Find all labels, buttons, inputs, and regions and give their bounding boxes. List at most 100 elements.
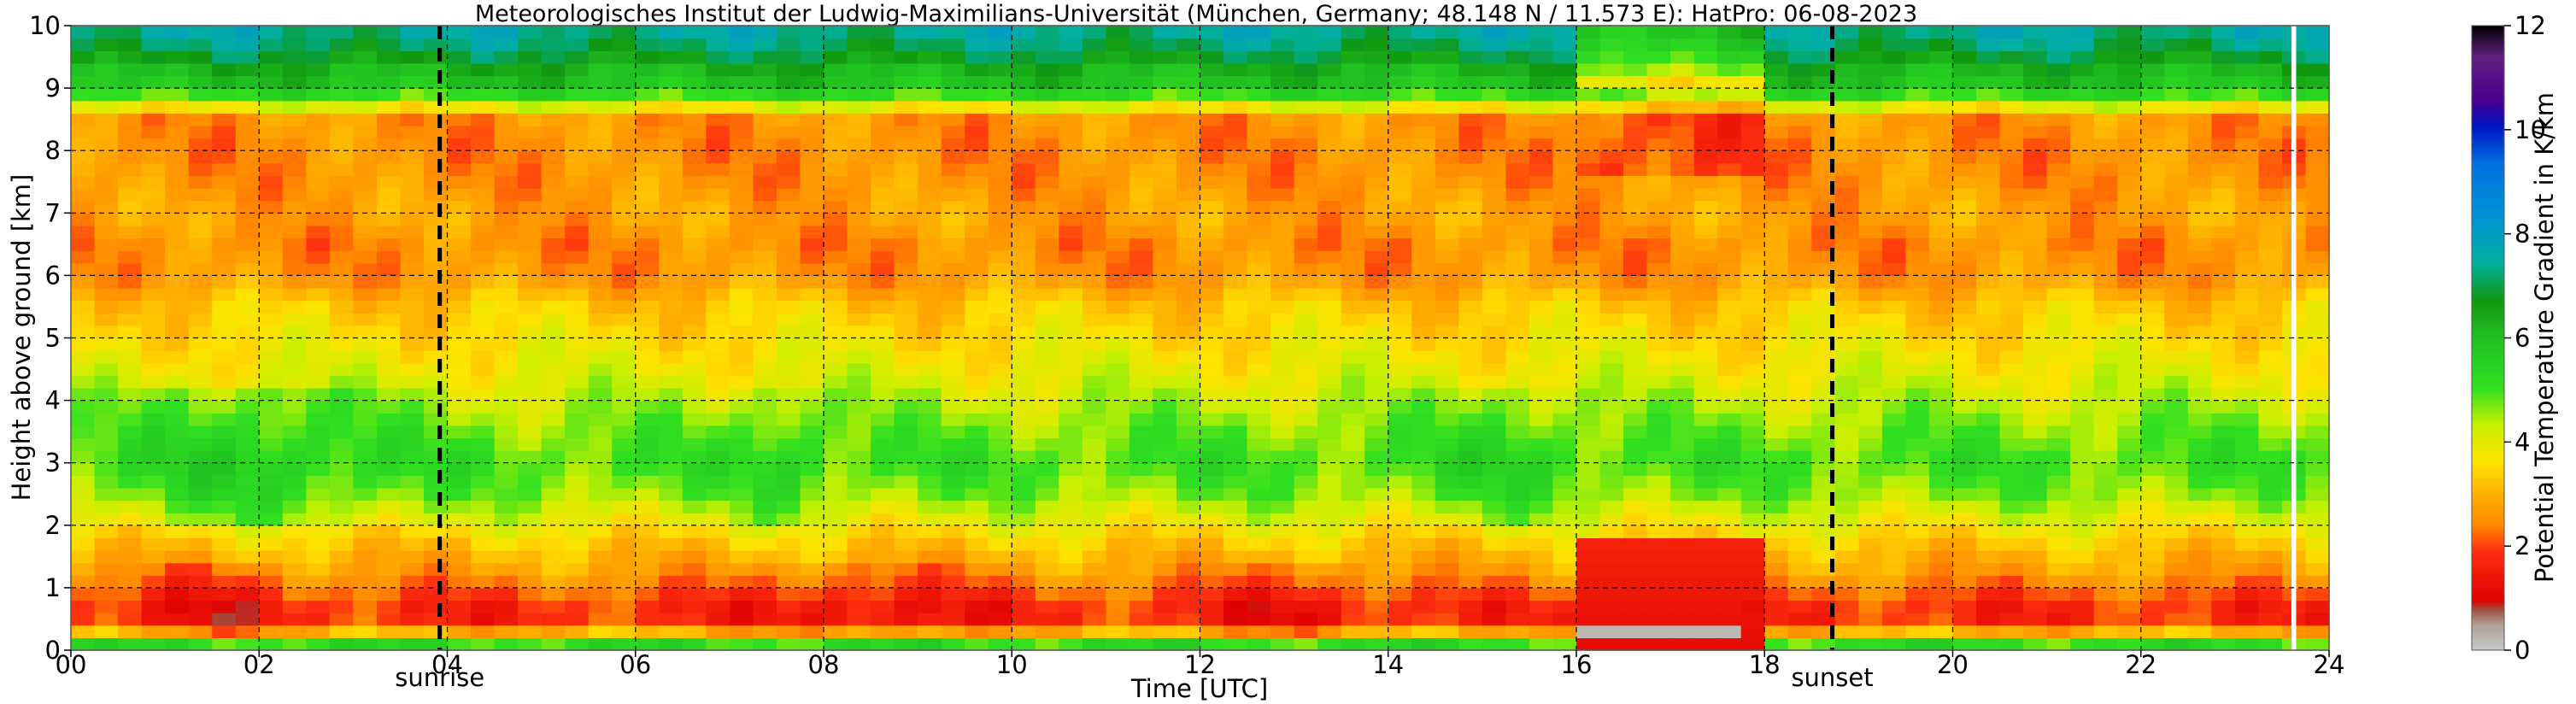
heatmap-cell <box>1717 75 1742 89</box>
heatmap-cell <box>565 537 590 551</box>
heatmap-cell <box>635 600 660 613</box>
heatmap-cell <box>188 350 213 364</box>
heatmap-cell <box>1928 400 1954 414</box>
heatmap-cell <box>329 400 354 414</box>
heatmap-cell <box>1364 625 1389 638</box>
heatmap-cell <box>423 587 449 601</box>
heatmap-cell <box>306 250 331 264</box>
heatmap-cell <box>1623 550 1648 564</box>
heatmap-cell <box>71 450 96 464</box>
heatmap-cell <box>965 550 989 564</box>
heatmap-cell <box>776 462 801 476</box>
heatmap-cell <box>471 262 496 276</box>
heatmap-cell <box>2070 475 2095 489</box>
heatmap-cell <box>1364 450 1389 464</box>
heatmap-cell <box>2305 337 2330 351</box>
heatmap-cell <box>2305 625 2330 638</box>
heatmap-cell <box>2164 625 2189 638</box>
heatmap-cell <box>1247 225 1271 239</box>
heatmap-cell <box>423 125 449 139</box>
heatmap-cell <box>2258 500 2283 513</box>
heatmap-cell <box>1999 88 2024 102</box>
heatmap-cell <box>1928 238 1954 251</box>
heatmap-cell <box>494 537 519 551</box>
x-axis-label: Time [UTC] <box>1130 674 1268 703</box>
heatmap-cell <box>1341 250 1365 264</box>
heatmap-cell <box>2211 587 2236 601</box>
heatmap-cell <box>212 125 237 139</box>
heatmap-cell <box>2211 300 2236 314</box>
heatmap-cell <box>494 138 519 151</box>
heatmap-cell <box>776 313 801 326</box>
heatmap-cell <box>471 562 496 576</box>
heatmap-cell <box>2023 175 2048 189</box>
heatmap-cell <box>212 637 237 651</box>
heatmap-cell <box>1529 288 1554 302</box>
heatmap-cell <box>1411 225 1436 239</box>
heatmap-cell <box>541 50 566 64</box>
heatmap-cell <box>2023 413 2048 426</box>
heatmap-cell <box>941 625 965 638</box>
heatmap-cell <box>212 225 237 239</box>
heatmap-cell <box>1881 337 1907 351</box>
heatmap-cell <box>1411 362 1436 376</box>
heatmap-cell <box>1834 88 1859 102</box>
heatmap-cell <box>1482 587 1507 601</box>
heatmap-cell <box>1905 625 1930 638</box>
heatmap-cell <box>635 75 660 89</box>
heatmap-cell <box>988 387 1012 402</box>
heatmap-cell <box>1200 425 1224 439</box>
heatmap-cell <box>94 325 119 339</box>
heatmap-cell <box>635 625 660 638</box>
heatmap-cell <box>1693 487 1718 502</box>
heatmap-cell <box>753 587 777 601</box>
heatmap-cell <box>1341 562 1365 576</box>
heatmap-cell <box>2187 513 2212 526</box>
heatmap-cell <box>706 550 731 564</box>
heatmap-cell <box>2117 513 2142 526</box>
heatmap-cell <box>71 213 96 226</box>
heatmap-cell <box>1341 362 1365 376</box>
heatmap-cell <box>471 362 496 376</box>
heatmap-cell <box>1223 600 1248 613</box>
heatmap-cell <box>2046 113 2071 126</box>
heatmap-cell <box>1223 238 1248 251</box>
heatmap-cell <box>2093 26 2118 39</box>
heatmap-cell <box>894 587 918 601</box>
heatmap-cell <box>400 250 425 264</box>
heatmap-cell <box>659 262 684 276</box>
heatmap-cell <box>1176 437 1201 451</box>
x-axis: 00 02 04 06 08 10 12 14 16 18 20 22 24 <box>56 650 2344 679</box>
heatmap-cell <box>1341 613 1365 626</box>
heatmap-cell <box>1811 400 1836 414</box>
heatmap-cell <box>1482 138 1507 151</box>
heatmap-cell <box>1529 313 1554 326</box>
heatmap-cell <box>588 250 613 264</box>
heatmap-cell <box>1035 387 1059 402</box>
heatmap-cell <box>1764 350 1789 364</box>
heatmap-cell <box>2234 175 2260 189</box>
heatmap-cell <box>141 375 166 389</box>
heatmap-cell <box>400 162 425 177</box>
heatmap-cell <box>1435 200 1459 214</box>
heatmap-cell <box>635 150 660 164</box>
heatmap-cell <box>494 575 519 589</box>
heatmap-cell <box>2305 525 2330 539</box>
heatmap-cell <box>2023 337 2048 351</box>
heatmap-cell <box>1976 75 2001 89</box>
heatmap-cell <box>400 75 425 89</box>
heatmap-cell <box>1223 175 1248 189</box>
heatmap-cell <box>1740 375 1765 389</box>
heatmap-cell <box>1623 325 1648 339</box>
heatmap-cell <box>1670 462 1695 476</box>
heatmap-cell <box>1082 362 1106 376</box>
heatmap-cell <box>165 238 190 251</box>
heatmap-cell <box>776 262 801 276</box>
heatmap-cell <box>871 26 895 39</box>
heatmap-cell <box>400 38 425 51</box>
heatmap-cell <box>588 562 613 576</box>
heatmap-cell <box>988 300 1012 314</box>
heatmap-cell <box>1505 125 1530 139</box>
heatmap-cell <box>235 200 260 214</box>
heatmap-cell <box>1176 562 1201 576</box>
